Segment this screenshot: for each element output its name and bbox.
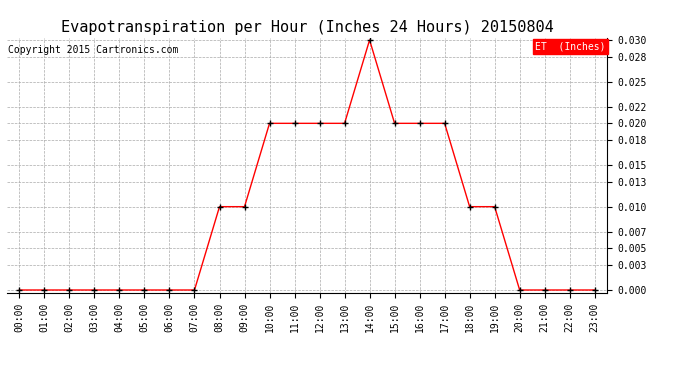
Text: ET  (Inches): ET (Inches) xyxy=(535,41,606,51)
Text: Copyright 2015 Cartronics.com: Copyright 2015 Cartronics.com xyxy=(8,45,179,55)
Title: Evapotranspiration per Hour (Inches 24 Hours) 20150804: Evapotranspiration per Hour (Inches 24 H… xyxy=(61,20,553,35)
